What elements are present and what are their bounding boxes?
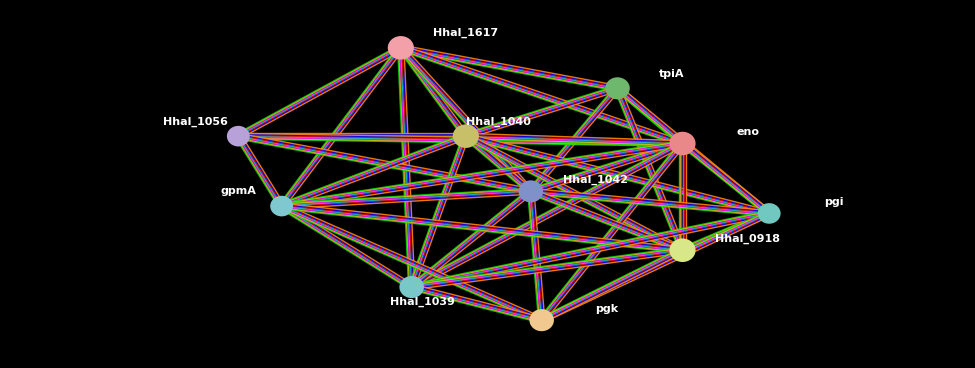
Ellipse shape bbox=[670, 238, 695, 262]
Ellipse shape bbox=[227, 126, 250, 146]
Ellipse shape bbox=[758, 203, 781, 224]
Text: pgk: pgk bbox=[595, 304, 618, 314]
Text: Hhal_1040: Hhal_1040 bbox=[466, 116, 530, 127]
Text: eno: eno bbox=[736, 127, 759, 138]
Text: tpiA: tpiA bbox=[659, 68, 684, 79]
Text: Hhal_1042: Hhal_1042 bbox=[564, 175, 628, 185]
Ellipse shape bbox=[519, 180, 543, 202]
Ellipse shape bbox=[452, 124, 479, 148]
Ellipse shape bbox=[670, 132, 695, 155]
Text: gpmA: gpmA bbox=[220, 186, 256, 197]
Ellipse shape bbox=[270, 196, 293, 216]
Text: Hhal_0918: Hhal_0918 bbox=[715, 234, 780, 244]
Text: Hhal_1617: Hhal_1617 bbox=[433, 28, 498, 38]
Text: Hhal_1056: Hhal_1056 bbox=[163, 116, 227, 127]
Ellipse shape bbox=[605, 77, 630, 99]
Text: Hhal_1039: Hhal_1039 bbox=[390, 297, 455, 307]
Ellipse shape bbox=[400, 276, 424, 298]
Ellipse shape bbox=[529, 309, 554, 331]
Ellipse shape bbox=[388, 36, 414, 60]
Text: pgi: pgi bbox=[825, 197, 844, 208]
